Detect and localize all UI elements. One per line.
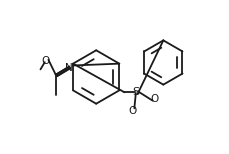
Text: O: O bbox=[128, 106, 136, 116]
Text: O: O bbox=[41, 56, 50, 66]
Text: N: N bbox=[65, 63, 72, 73]
Text: S: S bbox=[132, 87, 139, 97]
Text: O: O bbox=[150, 94, 159, 104]
